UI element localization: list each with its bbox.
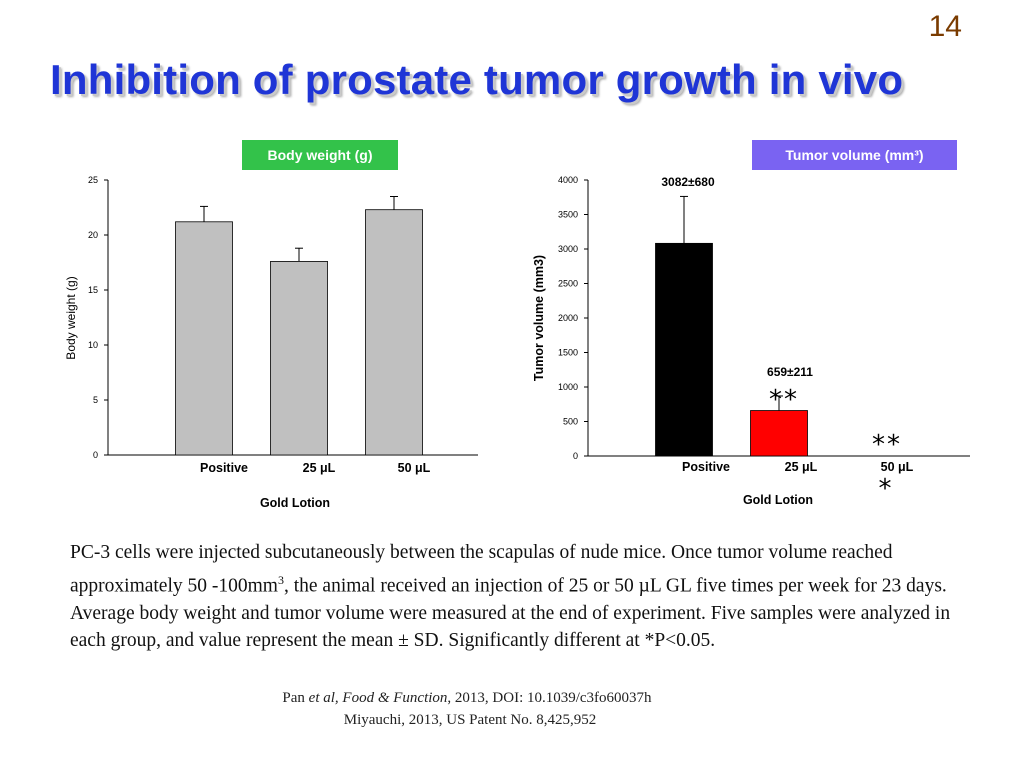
- ref1-rest: , 2013, DOI: 10.1039/c3fo60037h: [447, 690, 652, 706]
- reference-1: Pan et al, Food & Function, 2013, DOI: 1…: [0, 690, 979, 707]
- ref1-author: Pan: [282, 690, 309, 706]
- tumor-volume-badge-text: Tumor volume (mm³): [785, 147, 924, 163]
- reference-2: Miyauchi, 2013, US Patent No. 8,425,952: [343, 712, 597, 728]
- tv-y-tick-label: 3000: [558, 244, 578, 254]
- ref1-etal: et al, Food & Function: [308, 690, 448, 706]
- tv-x-axis-label: Gold Lotion: [743, 493, 813, 507]
- caption-part2: , the animal received an injection of 25…: [70, 575, 951, 651]
- caption: PC-3 cells were injected subcutaneously …: [70, 539, 990, 655]
- slide-number: 14: [928, 10, 962, 43]
- tv-y-tick-label: 3500: [558, 210, 578, 220]
- bw-y-tick-label: 15: [88, 285, 98, 295]
- tv-data-label: 3082±680: [661, 175, 715, 189]
- tv-significance-mark: **: [769, 385, 799, 415]
- tv-y-tick-label: 0: [573, 451, 578, 461]
- tv-category-label: 50 μL: [881, 460, 914, 474]
- bw-bar: [365, 209, 423, 456]
- bw-category-label: 25 μL: [303, 461, 336, 475]
- bw-y-tick-label: 20: [88, 230, 98, 240]
- bw-bar: [270, 260, 328, 456]
- body-weight-badge: Body weight (g): [242, 140, 398, 170]
- tv-y-tick-label: 2000: [558, 313, 578, 323]
- bw-category-label: Positive: [200, 461, 248, 475]
- tv-category-label: 25 μL: [785, 460, 818, 474]
- tv-bar: [750, 410, 808, 457]
- bw-y-tick-label: 0: [93, 450, 98, 460]
- tv-data-label: 659±211: [767, 365, 813, 379]
- tumor-volume-badge: Tumor volume (mm³): [752, 140, 957, 170]
- bw-bar: [175, 221, 233, 456]
- caption-part1: PC-3 cells were injected subcutaneously …: [70, 542, 893, 596]
- tv-y-tick-label: 4000: [558, 175, 578, 185]
- tv-y-tick-label: 2500: [558, 279, 578, 289]
- bw-category-label: 50 μL: [398, 461, 431, 475]
- caption-superscript: 3: [277, 572, 284, 587]
- tv-significance-mark: *: [879, 474, 894, 504]
- tv-bar: [655, 242, 713, 457]
- tv-y-tick-label: 500: [563, 417, 578, 427]
- bw-y-tick-label: 5: [93, 395, 98, 405]
- bw-y-tick-label: 10: [88, 340, 98, 350]
- tv-y-tick-label: 1500: [558, 348, 578, 358]
- tv-category-label: Positive: [682, 460, 730, 474]
- slide-title: Inhibition of prostate tumor growth in v…: [50, 56, 904, 103]
- bw-x-axis-label: Gold Lotion: [260, 496, 330, 510]
- charts-canvas: 0 5 10 15 20 25 Positive 25 μL 50 μL Gold Lotion B…: [64, 175, 970, 510]
- tv-y-tick-label: 1000: [558, 382, 578, 392]
- tv-y-axis-label: Tumor volume (mm3): [532, 255, 546, 381]
- tv-significance-mark: **: [872, 430, 902, 460]
- bw-y-axis-label: Body weight (g): [64, 276, 78, 359]
- bw-y-tick-label: 25: [88, 175, 98, 185]
